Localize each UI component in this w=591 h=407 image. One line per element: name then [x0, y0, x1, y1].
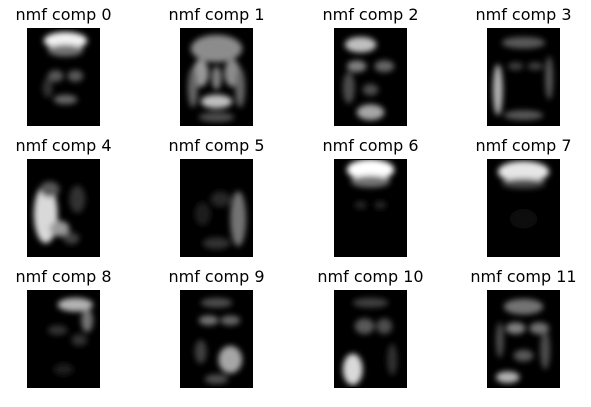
panel-title: nmf comp 1 [168, 5, 265, 24]
component-image [487, 159, 560, 257]
component-image [180, 159, 253, 257]
panel-title: nmf comp 11 [470, 267, 577, 286]
panel-title: nmf comp 4 [15, 136, 112, 155]
panel-title: nmf comp 8 [15, 267, 112, 286]
face-component-right-side-faint [181, 160, 252, 256]
component-image [334, 28, 407, 126]
face-component-left-jaw-bright [335, 291, 406, 387]
face-component-left-side-lighting [28, 160, 99, 256]
component-image [334, 159, 407, 257]
face-component-face-outline-left-cheek [488, 29, 559, 125]
face-component-right-cheek-eyes [181, 291, 252, 387]
panel-title: nmf comp 7 [475, 136, 572, 155]
face-component-top-forehead-bright [335, 160, 406, 256]
panel-title: nmf comp 0 [15, 5, 112, 24]
component-image [27, 28, 100, 126]
component-image [180, 28, 253, 126]
component-image [27, 290, 100, 388]
component-image [27, 159, 100, 257]
panel-title: nmf comp 10 [317, 267, 424, 286]
face-component-forehead-highlight [28, 29, 99, 125]
component-image [180, 290, 253, 388]
face-component-full-face-lower-left [488, 291, 559, 387]
panel-title: nmf comp 9 [168, 267, 265, 286]
face-component-top-right-arc [28, 291, 99, 387]
component-image [487, 290, 560, 388]
panel-title: nmf comp 3 [475, 5, 572, 24]
panel-title: nmf comp 5 [168, 136, 265, 155]
face-component-upper-left-and-chin [335, 29, 406, 125]
panel-title: nmf comp 6 [322, 136, 419, 155]
face-component-top-band [488, 160, 559, 256]
component-image [487, 28, 560, 126]
component-image [334, 290, 407, 388]
panel-title: nmf comp 2 [322, 5, 419, 24]
face-component-full-face-edges [181, 29, 252, 125]
